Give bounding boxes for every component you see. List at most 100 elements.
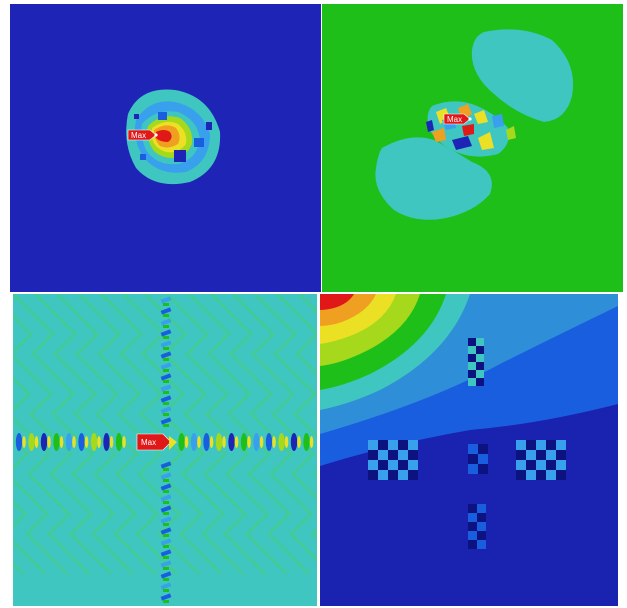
element-patch bbox=[174, 150, 186, 162]
vertical-wave-line bbox=[160, 296, 172, 603]
wave-lobe bbox=[253, 433, 260, 451]
wave-lobe bbox=[222, 436, 226, 448]
element-patch bbox=[477, 513, 486, 522]
wave-lobe bbox=[160, 307, 172, 315]
element-patch bbox=[468, 464, 478, 474]
wave-lobe bbox=[163, 391, 169, 394]
wave-lobe bbox=[160, 351, 172, 359]
element-patch bbox=[140, 154, 146, 160]
element-patch bbox=[368, 470, 378, 480]
contour-panel-top-left: Max bbox=[10, 4, 321, 292]
contour-plot-2: Max bbox=[322, 4, 623, 292]
wave-lobe bbox=[234, 436, 239, 448]
element-patch bbox=[378, 460, 388, 470]
wave-lobe bbox=[53, 433, 60, 451]
element-patch bbox=[468, 454, 478, 464]
element-patch bbox=[468, 540, 477, 549]
wave-lobe bbox=[209, 436, 214, 448]
element-patch bbox=[378, 440, 388, 450]
wave-lobe bbox=[163, 314, 169, 317]
wave-lobe bbox=[297, 436, 301, 448]
wave-lobe bbox=[160, 296, 172, 304]
wave-lobe bbox=[160, 395, 172, 403]
wave-lobe bbox=[40, 433, 48, 451]
element-patch bbox=[476, 378, 484, 386]
ripple-line bbox=[253, 294, 317, 479]
wave-lobe bbox=[160, 461, 172, 469]
element-patch bbox=[388, 460, 398, 470]
contour-band-red bbox=[156, 130, 172, 142]
wave-lobe bbox=[160, 483, 172, 491]
element-patch bbox=[398, 460, 408, 470]
wave-lobe bbox=[163, 358, 169, 361]
wave-lobe bbox=[109, 436, 114, 448]
ripple-line bbox=[13, 437, 69, 576]
element-patch bbox=[388, 450, 398, 460]
max-marker: Max bbox=[127, 129, 158, 141]
element-patches bbox=[368, 338, 566, 549]
wave-lobe bbox=[15, 433, 23, 451]
stress-spot bbox=[462, 124, 474, 136]
element-patch bbox=[408, 470, 418, 480]
stress-spot bbox=[478, 132, 494, 150]
ripple-line bbox=[275, 294, 317, 417]
element-patch bbox=[398, 440, 408, 450]
wave-lobe bbox=[115, 433, 123, 451]
wave-lobe bbox=[163, 567, 169, 570]
element-patch bbox=[526, 440, 536, 450]
element-patch bbox=[556, 460, 566, 470]
element-patch bbox=[476, 370, 484, 378]
element-patch bbox=[398, 470, 408, 480]
wave-lobe bbox=[178, 433, 185, 451]
element-patch bbox=[478, 464, 488, 474]
wave-lobe bbox=[160, 560, 172, 568]
wave-lobe bbox=[34, 436, 39, 448]
max-marker: Max bbox=[136, 433, 177, 451]
element-patch bbox=[516, 440, 526, 450]
ripple-line bbox=[165, 294, 289, 576]
stress-spot bbox=[426, 120, 434, 132]
element-patch bbox=[408, 460, 418, 470]
ripple-line bbox=[13, 313, 113, 576]
wave-lobe bbox=[160, 373, 172, 381]
wave-lobe bbox=[163, 556, 169, 559]
wave-lobe bbox=[190, 433, 198, 451]
wave-lobe bbox=[284, 436, 289, 448]
wave-lobe bbox=[160, 318, 172, 326]
wave-lobe bbox=[22, 436, 26, 448]
wave-lobe bbox=[47, 436, 51, 448]
element-patch bbox=[477, 504, 486, 513]
element-patch bbox=[468, 346, 476, 354]
element-patch bbox=[378, 450, 388, 460]
wave-lobe bbox=[309, 436, 314, 448]
wave-lobe bbox=[203, 433, 210, 451]
wave-lobe bbox=[160, 362, 172, 370]
element-patch bbox=[556, 440, 566, 450]
wave-lobe bbox=[272, 436, 276, 448]
ripple-line bbox=[143, 294, 267, 576]
wave-lobe bbox=[163, 534, 169, 537]
ripple-line bbox=[13, 375, 91, 576]
element-patch bbox=[556, 450, 566, 460]
wave-lobe bbox=[78, 433, 85, 451]
wave-lobe bbox=[163, 600, 169, 603]
ripple-line bbox=[13, 499, 47, 576]
contour-plot-3: Max bbox=[13, 294, 317, 606]
element-patch bbox=[368, 460, 378, 470]
element-patch bbox=[546, 470, 556, 480]
wave-lobe bbox=[259, 436, 264, 448]
max-label: Max bbox=[131, 131, 146, 140]
wave-lobe bbox=[163, 402, 169, 405]
max-marker: Max bbox=[443, 113, 472, 125]
wave-lobe bbox=[197, 436, 201, 448]
wave-lobe bbox=[163, 424, 169, 427]
wave-lobe bbox=[160, 472, 172, 480]
wave-lobe bbox=[160, 571, 172, 579]
stress-spot bbox=[506, 126, 516, 140]
ripple-line bbox=[187, 294, 311, 576]
ripple-line bbox=[121, 294, 245, 576]
wave-lobe bbox=[163, 512, 169, 515]
wave-lobe bbox=[163, 578, 169, 581]
element-patch bbox=[476, 354, 484, 362]
element-patch bbox=[468, 338, 476, 346]
